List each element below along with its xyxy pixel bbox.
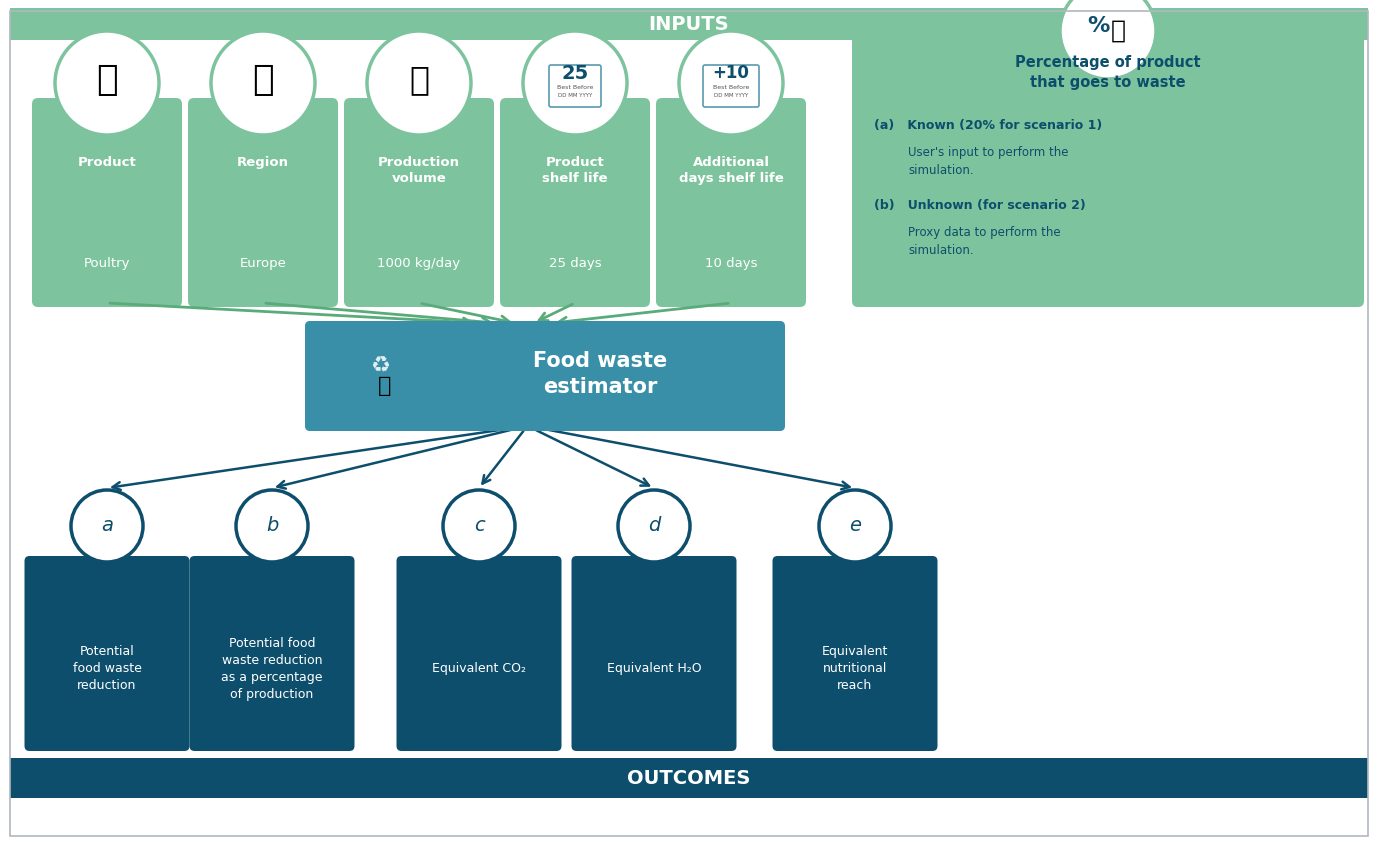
Text: OUTCOMES: OUTCOMES (627, 768, 750, 788)
Text: 🌍: 🌍 (252, 63, 274, 97)
Circle shape (618, 490, 690, 562)
Text: Equivalent
nutritional
reach: Equivalent nutritional reach (822, 645, 888, 692)
Text: INPUTS: INPUTS (648, 14, 729, 34)
Text: Equivalent CO₂: Equivalent CO₂ (432, 662, 525, 675)
Text: Best Before: Best Before (557, 85, 593, 90)
Text: 🐔: 🐔 (97, 63, 117, 97)
Text: (a)   Known (20% for scenario 1): (a) Known (20% for scenario 1) (874, 119, 1102, 132)
Text: b: b (266, 515, 279, 535)
Text: +10: +10 (713, 64, 749, 82)
Circle shape (443, 490, 514, 562)
Text: Poultry: Poultry (84, 256, 130, 270)
FancyBboxPatch shape (343, 98, 494, 307)
FancyBboxPatch shape (571, 556, 736, 751)
Circle shape (236, 490, 308, 562)
FancyBboxPatch shape (703, 65, 758, 107)
Text: Region: Region (237, 156, 290, 169)
Text: DD MM YYYY: DD MM YYYY (714, 92, 749, 97)
Text: Best Before: Best Before (713, 85, 749, 90)
FancyBboxPatch shape (188, 98, 338, 307)
Text: 🏭: 🏭 (410, 63, 429, 96)
Text: Potential
food waste
reduction: Potential food waste reduction (73, 645, 142, 692)
FancyBboxPatch shape (549, 65, 601, 107)
Circle shape (1060, 0, 1156, 79)
Text: d: d (648, 515, 661, 535)
FancyBboxPatch shape (772, 556, 938, 751)
Circle shape (678, 31, 783, 135)
Text: c: c (473, 515, 484, 535)
Text: Potential food
waste reduction
as a percentage
of production: Potential food waste reduction as a perc… (221, 636, 323, 700)
Text: e: e (849, 515, 860, 535)
FancyBboxPatch shape (852, 35, 1364, 307)
Text: a: a (101, 515, 113, 535)
Text: User's input to perform the
simulation.: User's input to perform the simulation. (907, 146, 1069, 177)
Text: (b)   Unknown (for scenario 2): (b) Unknown (for scenario 2) (874, 199, 1085, 212)
Text: DD MM YYYY: DD MM YYYY (558, 92, 592, 97)
Text: 25 days: 25 days (549, 256, 601, 270)
Text: Food waste
estimator: Food waste estimator (532, 351, 667, 398)
Text: 🌿: 🌿 (378, 376, 392, 396)
Text: 25: 25 (561, 63, 589, 83)
Text: Additional
days shelf life: Additional days shelf life (678, 156, 783, 185)
FancyBboxPatch shape (32, 98, 182, 307)
FancyBboxPatch shape (189, 556, 354, 751)
Text: ♻: ♻ (370, 356, 390, 376)
Text: Percentage of product
that goes to waste: Percentage of product that goes to waste (1015, 55, 1201, 90)
Text: 10 days: 10 days (705, 256, 757, 270)
Circle shape (70, 490, 143, 562)
FancyBboxPatch shape (305, 321, 785, 431)
Circle shape (523, 31, 627, 135)
Text: Proxy data to perform the
simulation.: Proxy data to perform the simulation. (907, 226, 1060, 257)
Text: Product: Product (77, 156, 137, 169)
Text: %: % (1087, 16, 1109, 36)
Circle shape (367, 31, 472, 135)
FancyBboxPatch shape (656, 98, 805, 307)
Text: Product
shelf life: Product shelf life (542, 156, 608, 185)
Text: Equivalent H₂O: Equivalent H₂O (607, 662, 702, 675)
Circle shape (55, 31, 159, 135)
FancyBboxPatch shape (501, 98, 650, 307)
Text: 🗑: 🗑 (1110, 19, 1125, 43)
Text: Europe: Europe (240, 256, 287, 270)
FancyBboxPatch shape (397, 556, 561, 751)
FancyBboxPatch shape (10, 8, 1368, 40)
Text: Production
volume: Production volume (378, 156, 461, 185)
Circle shape (211, 31, 314, 135)
FancyBboxPatch shape (10, 758, 1368, 798)
FancyBboxPatch shape (25, 556, 189, 751)
Circle shape (819, 490, 891, 562)
Text: 1000 kg/day: 1000 kg/day (378, 256, 461, 270)
